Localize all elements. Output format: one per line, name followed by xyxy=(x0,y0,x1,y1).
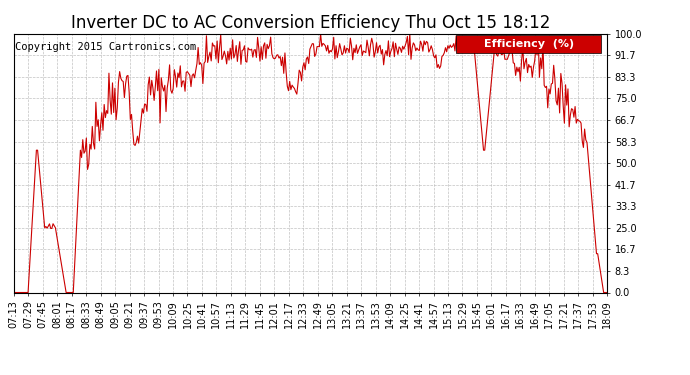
Text: Efficiency  (%): Efficiency (%) xyxy=(484,39,574,49)
Title: Inverter DC to AC Conversion Efficiency Thu Oct 15 18:12: Inverter DC to AC Conversion Efficiency … xyxy=(71,14,550,32)
FancyBboxPatch shape xyxy=(456,35,601,53)
Text: Copyright 2015 Cartronics.com: Copyright 2015 Cartronics.com xyxy=(15,42,196,51)
